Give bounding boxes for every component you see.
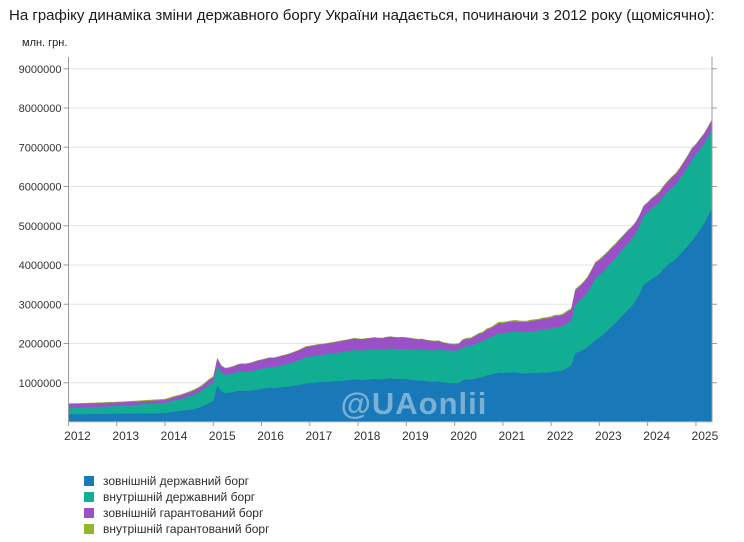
svg-text:2020: 2020 [450,429,477,443]
area-series-1 [68,129,712,422]
svg-text:1000000: 1000000 [19,378,62,390]
svg-text:2022: 2022 [547,429,574,443]
debt-stacked-area-chart: 1000000 2000000 3000000 4000000 5000000 60000… [19,57,719,443]
legend-item-label: внутрішній гарантований борг [103,522,270,536]
svg-text:2000000: 2000000 [19,339,62,351]
axes [68,57,713,423]
legend-swatch [84,524,94,534]
legend-item: зовнішній гарантований борг [84,505,269,521]
legend-item: внутрішній гарантований борг [84,521,269,537]
legend-swatch [84,492,94,502]
chart-legend: зовнішній державний борг внутрішній держ… [84,473,269,537]
svg-text:9000000: 9000000 [19,64,62,76]
svg-text:2024: 2024 [643,429,670,443]
svg-text:7000000: 7000000 [19,142,62,154]
legend-item: внутрішній державний борг [84,489,269,505]
svg-text:2025: 2025 [692,429,719,443]
svg-text:2021: 2021 [499,429,526,443]
y-axis-unit-label: млн. грн. [22,37,68,49]
page-title: На графіку динаміка зміни державного бор… [9,7,715,24]
legend-item: зовнішній державний борг [84,473,269,489]
legend-swatch [84,476,94,486]
svg-text:6000000: 6000000 [19,182,62,194]
svg-text:2016: 2016 [257,429,284,443]
watermark-text: @UAonlii [341,386,488,421]
x-axis-ticks: 2012 2013 2014 2015 2016 2017 2018 2019 2020 2021… [64,422,719,443]
svg-text:3000000: 3000000 [19,299,62,311]
legend-item-label: зовнішній державний борг [103,474,250,488]
y-axis-ticks: 1000000 2000000 3000000 4000000 5000000 60000… [19,64,717,390]
legend-swatch [84,508,94,518]
svg-text:2013: 2013 [112,429,139,443]
svg-text:2015: 2015 [209,429,236,443]
legend-item-label: зовнішній гарантований борг [103,506,264,520]
svg-text:2019: 2019 [402,429,429,443]
svg-text:2023: 2023 [595,429,622,443]
svg-text:5000000: 5000000 [19,221,62,233]
legend-item-label: внутрішній державний борг [103,490,256,504]
svg-text:2012: 2012 [64,429,91,443]
svg-text:2017: 2017 [305,429,332,443]
svg-text:4000000: 4000000 [19,260,62,272]
svg-text:2014: 2014 [161,429,188,443]
area-series-0 [68,208,712,422]
svg-text:2018: 2018 [354,429,381,443]
stacked-areas [68,119,712,422]
svg-text:8000000: 8000000 [19,103,62,115]
